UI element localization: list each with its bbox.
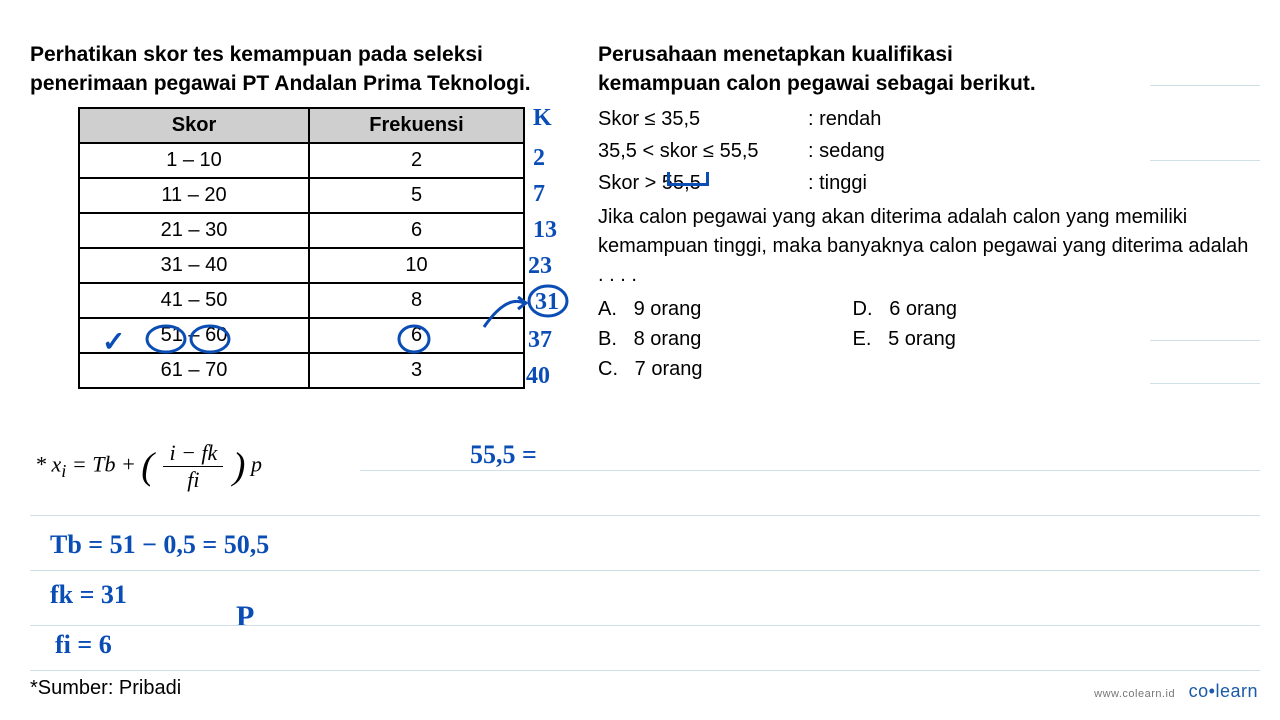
- hand-p: P: [236, 600, 254, 634]
- table-row: 41 – 508: [79, 283, 524, 318]
- hand-fi: fi = 6: [55, 630, 112, 660]
- formula: * xi = Tb + ( i − fk fi ) p: [35, 440, 262, 493]
- table-row: 11 – 205: [79, 178, 524, 213]
- score-table: Skor Frekuensi 1 – 102 11 – 205 21 – 306…: [78, 107, 525, 389]
- underline-icon: [667, 172, 709, 186]
- faint-line: [30, 515, 1260, 516]
- option-b: B. 8 orang: [598, 324, 703, 354]
- cum-val: 40: [526, 363, 550, 390]
- cum-val: 13: [533, 217, 557, 244]
- intro-right-1: Perusahaan menetapkan kualifikasi: [598, 40, 1250, 69]
- faint-line: [1150, 383, 1260, 384]
- question-text: Jika calon pegawai yang akan diterima ad…: [598, 203, 1250, 290]
- option-a: A. 9 orang: [598, 294, 703, 324]
- faint-line: [1150, 85, 1260, 86]
- faint-line: [30, 570, 1260, 571]
- cum-val: 23: [528, 253, 552, 280]
- faint-line: [1150, 160, 1260, 161]
- intro-left: Perhatikan skor tes kemampuan pada selek…: [30, 40, 590, 99]
- hand-eq: 55,5 =: [470, 440, 537, 470]
- th-score: Skor: [79, 108, 309, 143]
- table-row: 51 – 606: [79, 318, 524, 353]
- table-row: 21 – 306: [79, 213, 524, 248]
- cum-val: 7: [533, 181, 545, 208]
- option-e: E. 5 orang: [853, 324, 958, 354]
- source-note: *Sumber: Pribadi: [30, 677, 181, 700]
- faint-line: [360, 470, 1260, 471]
- option-c: C. 7 orang: [598, 354, 703, 384]
- cumulative-label: K: [533, 105, 552, 132]
- faint-line: [30, 670, 1260, 671]
- cum-val: 37: [528, 327, 552, 354]
- table-row: 31 – 4010: [79, 248, 524, 283]
- options: A. 9 orang B. 8 orang C. 7 orang D. 6 or…: [598, 294, 1250, 384]
- table-row: 61 – 703: [79, 353, 524, 388]
- option-d: D. 6 orang: [853, 294, 958, 324]
- check-icon: ✓: [102, 325, 125, 359]
- table-row: 1 – 102: [79, 143, 524, 178]
- faint-line: [30, 625, 1260, 626]
- hand-tb: Tb = 51 − 0,5 = 50,5: [50, 530, 269, 560]
- cum-val: 2: [533, 145, 545, 172]
- th-freq: Frekuensi: [309, 108, 524, 143]
- faint-line: [1150, 340, 1260, 341]
- brand-logo: www.colearn.id co•learn: [1094, 681, 1258, 702]
- data-table-wrap: Skor Frekuensi 1 – 102 11 – 205 21 – 306…: [78, 107, 590, 389]
- hand-fk: fk = 31: [50, 580, 127, 610]
- cum-val: 31: [535, 289, 559, 316]
